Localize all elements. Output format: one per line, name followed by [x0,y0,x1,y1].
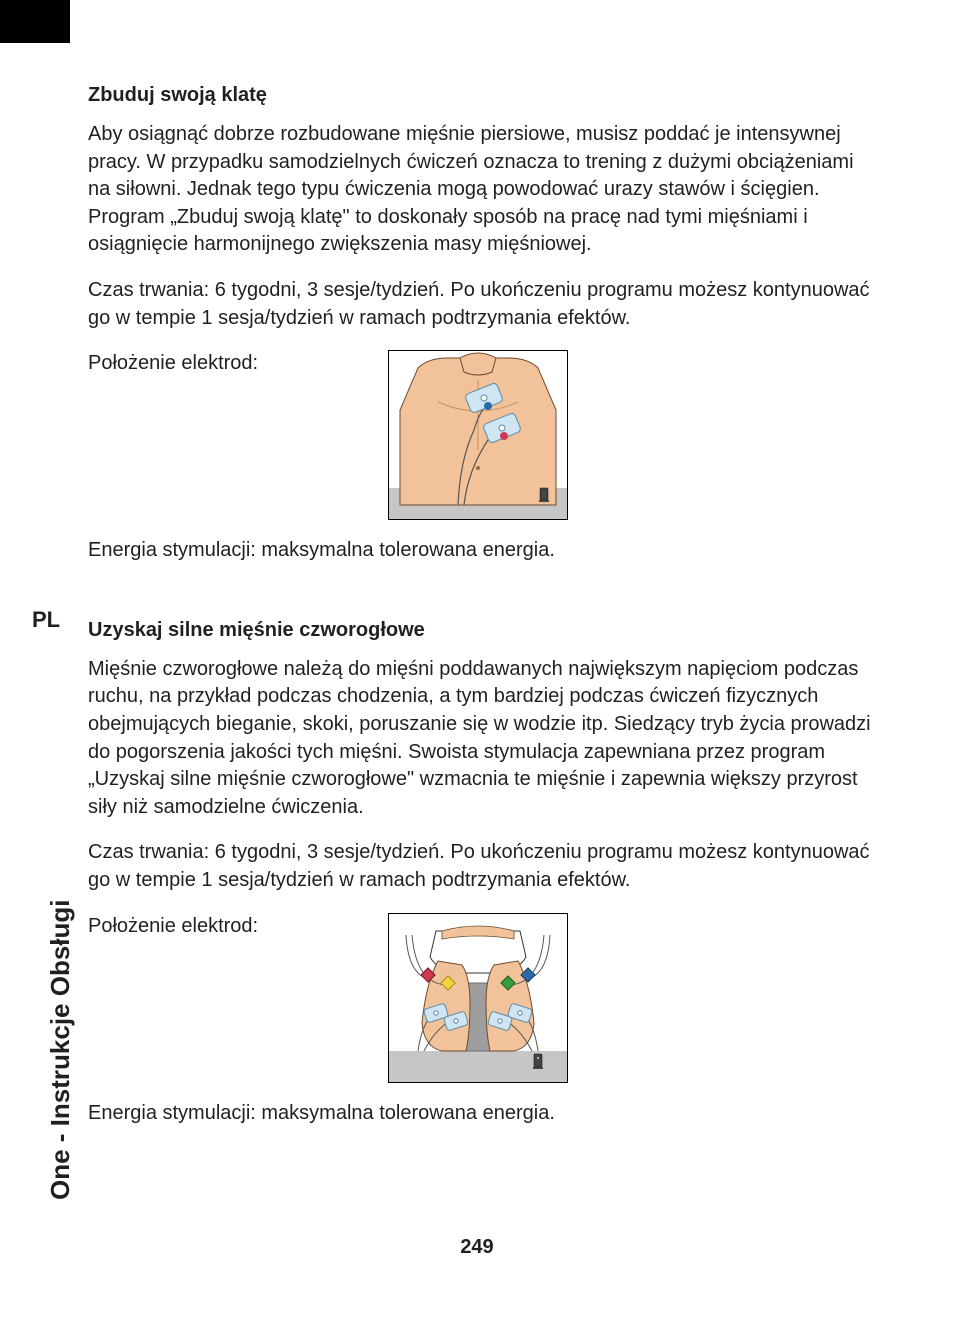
page-tab-marker [0,0,70,43]
section-duration: Czas trwania: 6 tygodni, 3 sesje/tydzień… [88,839,878,894]
thigh-electrode-figure [388,913,568,1088]
section-heading: Uzyskaj silne mięśnie czworogłowe [88,619,878,642]
chest-electrode-figure [388,350,568,525]
section-duration: Czas trwania: 6 tygodni, 3 sesje/tydzień… [88,277,878,332]
section-build-chest: Zbuduj swoją klatę Aby osiągnąć dobrze r… [88,84,878,565]
page-content: Zbuduj swoją klatę Aby osiągnąć dobrze r… [88,84,878,1145]
electrode-label: Położenie elektrod: [88,913,258,941]
document-side-title: One - Instrukcje Obsługi [45,900,76,1201]
section-body: Mięśnie czworogłowe należą do mięśni pod… [88,656,878,822]
section-heading: Zbuduj swoją klatę [88,84,878,107]
electrode-label: Położenie elektrod: [88,350,258,378]
section-body: Aby osiągnąć dobrze rozbudowane mięśnie … [88,121,878,259]
section-strong-quads: Uzyskaj silne mięśnie czworogłowe Mięśni… [88,619,878,1127]
section-energy: Energia stymulacji: maksymalna tolerowan… [88,537,878,565]
page-number: 249 [0,1236,954,1259]
language-label: PL [32,607,60,633]
electrode-placement-row: Położenie elektrod: [88,350,878,525]
section-energy: Energia stymulacji: maksymalna tolerowan… [88,1100,878,1128]
electrode-placement-row: Położenie elektrod: [88,913,878,1088]
